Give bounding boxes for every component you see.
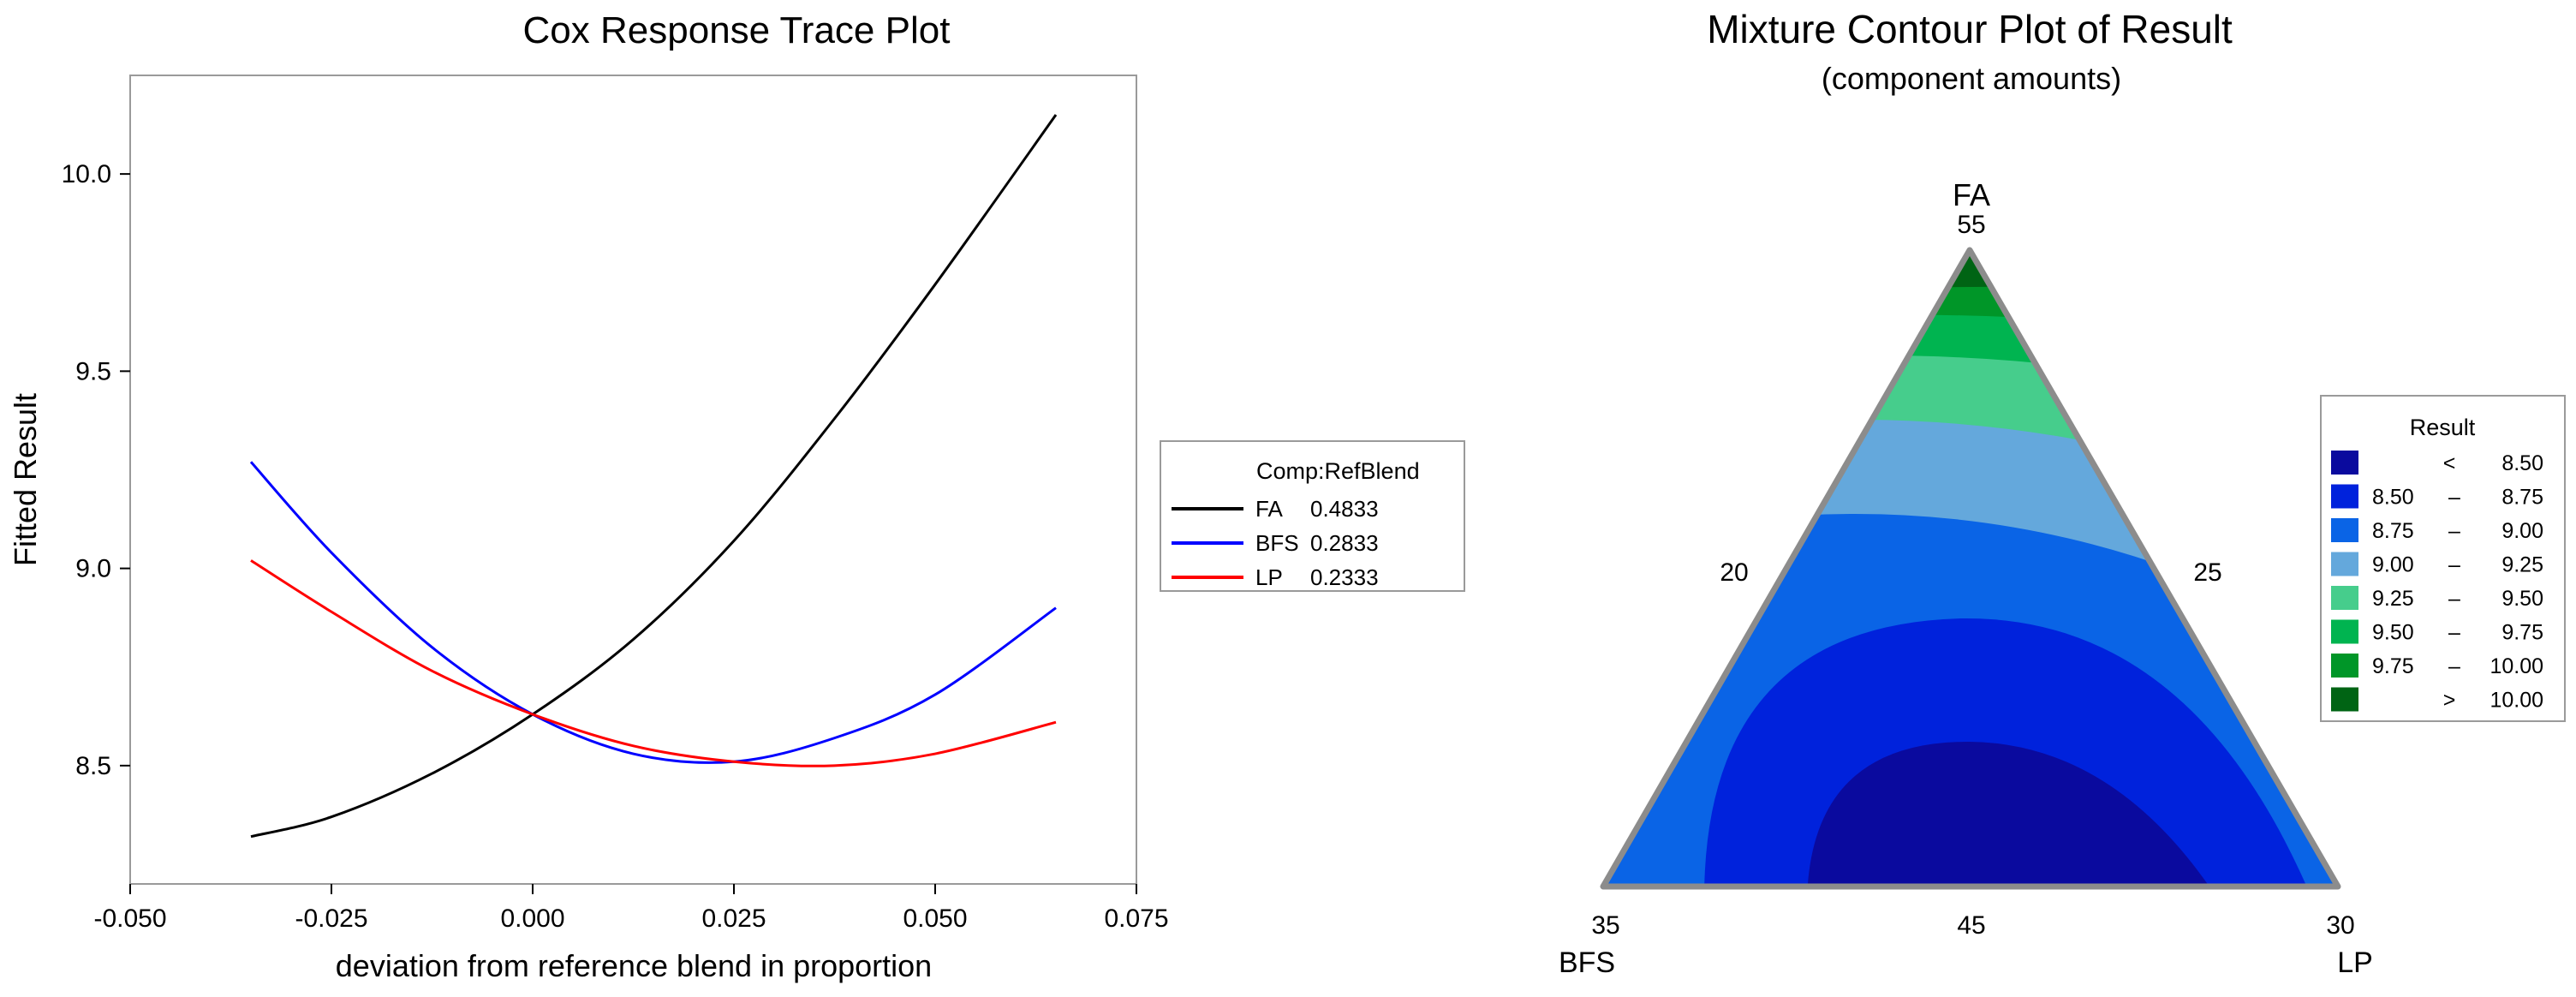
legend-title: Comp:RefBlend bbox=[1256, 458, 1420, 484]
contour-region-below-8-50 bbox=[1807, 741, 2218, 887]
vertex-label-lp: LP bbox=[2337, 946, 2373, 979]
legend-range-high: 9.75 bbox=[2501, 621, 2543, 645]
series-line-bfs bbox=[249, 461, 1057, 764]
legend-range-high: 10.00 bbox=[2490, 689, 2543, 713]
x-tick-label: 0.025 bbox=[701, 904, 766, 933]
legend-range-high: 9.50 bbox=[2501, 587, 2543, 611]
legend-range-low: 9.50 bbox=[2372, 621, 2414, 645]
mixture-plot-subtitle: (component amounts) bbox=[1822, 61, 2121, 96]
legend-title: Result bbox=[2410, 415, 2476, 440]
legend-range-low: 9.25 bbox=[2372, 587, 2414, 611]
legend-label-fa: FA bbox=[1255, 496, 1283, 522]
legend-swatch bbox=[2331, 552, 2358, 576]
series-line-lp bbox=[250, 559, 1057, 767]
vertex-label-fa: FA bbox=[1953, 177, 1990, 212]
y-axis-label: Fitted Result bbox=[8, 393, 43, 566]
x-tick-label: -0.025 bbox=[295, 904, 367, 933]
trace-plot-area bbox=[129, 75, 1137, 885]
vertex-value-bfs: 35 bbox=[1591, 911, 1619, 940]
legend-label-lp: LP bbox=[1255, 564, 1283, 590]
side-label-right: 25 bbox=[2193, 558, 2221, 587]
side-label-left: 20 bbox=[1720, 558, 1748, 587]
legend-value-bfs: 0.2833 bbox=[1310, 530, 1379, 556]
vertex-value-lp: 30 bbox=[2326, 911, 2354, 940]
y-tick-label: 9.5 bbox=[75, 357, 111, 385]
contour-regions bbox=[1603, 250, 2338, 887]
legend-swatch bbox=[2331, 654, 2358, 678]
legend-range-low: 9.00 bbox=[2372, 553, 2414, 577]
mixture-contour-plot: Mixture Contour Plot of Result (componen… bbox=[1559, 7, 2566, 979]
legend-range-dash: – bbox=[2448, 486, 2460, 510]
series-line-fa bbox=[250, 114, 1058, 839]
legend-swatch bbox=[2331, 451, 2358, 475]
vertex-value-fa: 55 bbox=[1957, 211, 1985, 239]
legend-range-low: 8.50 bbox=[2372, 486, 2414, 510]
contour-legend: Result <8.50 8.50 – 8.75 8.75 – 9.00 9.00 – 9.25 9… bbox=[2320, 395, 2566, 722]
legend-box bbox=[2320, 395, 2566, 722]
legend-range-high: 8.75 bbox=[2501, 486, 2543, 510]
side-label-bottom: 45 bbox=[1957, 911, 1985, 940]
legend-entries: FA 0.4833 BFS 0.2833 LP 0.2333 bbox=[1172, 496, 1379, 590]
legend-range-high: 8.50 bbox=[2501, 451, 2543, 475]
y-tick-label: 8.5 bbox=[75, 752, 111, 780]
mixture-plot-title: Mixture Contour Plot of Result bbox=[1707, 7, 2233, 51]
legend-range-high: 9.00 bbox=[2501, 519, 2543, 543]
x-tick-label: 0.050 bbox=[903, 904, 967, 933]
legend-box bbox=[1160, 440, 1465, 592]
legend-value-fa: 0.4833 bbox=[1310, 496, 1379, 522]
trace-plot-title: Cox Response Trace Plot bbox=[523, 9, 951, 51]
x-tick-label: 0.000 bbox=[500, 904, 564, 933]
legend-range-low: 8.75 bbox=[2372, 519, 2414, 543]
simplex-triangle bbox=[1600, 247, 2341, 890]
x-tick-label: 0.075 bbox=[1104, 904, 1168, 933]
legend-range-dash: – bbox=[2448, 654, 2460, 678]
legend-entries: <8.50 8.50 – 8.75 8.75 – 9.00 9.00 – 9.25 9.25 – 9.5… bbox=[2331, 451, 2543, 713]
legend-value-lp: 0.2333 bbox=[1310, 564, 1379, 590]
legend-range-dash: – bbox=[2448, 553, 2460, 577]
legend-range-dash: – bbox=[2448, 621, 2460, 645]
legend-range-dash: – bbox=[2448, 519, 2460, 543]
legend-label-bfs: BFS bbox=[1255, 530, 1299, 556]
legend-swatch bbox=[2331, 518, 2358, 542]
legend-swatch bbox=[2331, 687, 2358, 712]
legend-swatch bbox=[2331, 586, 2358, 610]
x-tick-label: -0.050 bbox=[93, 904, 166, 933]
legend-swatch bbox=[2331, 484, 2358, 509]
x-axis-label: deviation from reference blend in propor… bbox=[336, 948, 932, 983]
x-axis: -0.050 -0.025 0.000 0.025 0.050 0.075 bbox=[93, 884, 1169, 933]
legend-range-high: 9.25 bbox=[2501, 553, 2543, 577]
legend-range-high: 10.00 bbox=[2490, 654, 2543, 678]
legend-range-op: > bbox=[2443, 689, 2456, 713]
vertex-label-bfs: BFS bbox=[1559, 946, 1615, 979]
y-tick-label: 10.0 bbox=[62, 160, 111, 188]
legend-swatch bbox=[2331, 619, 2358, 644]
series-lines bbox=[249, 114, 1058, 839]
legend-range-low: 9.75 bbox=[2372, 654, 2414, 678]
y-axis: 8.5 9.0 9.5 10.0 bbox=[62, 160, 130, 780]
trace-plot: Cox Response Trace Plot -0.050 -0.025 0.00… bbox=[8, 9, 1465, 983]
legend-range-dash: – bbox=[2448, 587, 2460, 611]
trace-legend: Comp:RefBlend FA 0.4833 BFS 0.2833 LP 0.2333 bbox=[1160, 440, 1465, 592]
y-tick-label: 9.0 bbox=[75, 555, 111, 583]
legend-range-op: < bbox=[2443, 451, 2456, 475]
